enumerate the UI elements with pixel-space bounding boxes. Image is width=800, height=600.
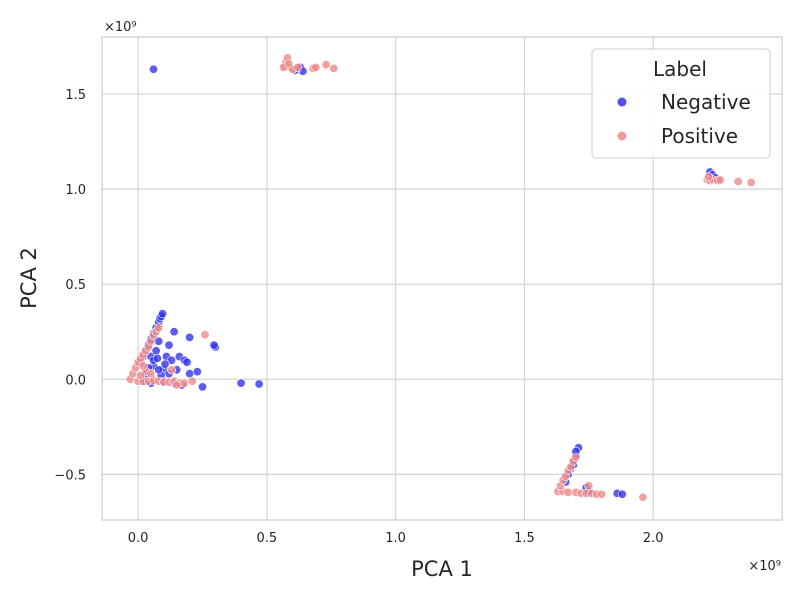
data-point-positive	[321, 60, 331, 70]
data-point-negative	[198, 382, 208, 392]
data-point-negative	[209, 340, 219, 350]
y-tick-label: 0.0	[65, 373, 86, 388]
data-point-negative	[154, 365, 164, 375]
data-point-positive	[179, 378, 189, 388]
legend-label-negative: Negative	[661, 90, 751, 114]
data-point-positive	[597, 489, 607, 499]
y-axis-label: PCA 2	[17, 247, 41, 309]
data-point-positive	[146, 369, 156, 379]
data-point-negative	[192, 367, 202, 377]
data-point-negative	[185, 332, 195, 342]
data-point-negative	[160, 359, 170, 369]
data-point-positive	[154, 323, 164, 333]
legend-title: Label	[653, 57, 707, 81]
data-point-negative	[236, 378, 246, 388]
data-point-negative	[254, 379, 264, 389]
y-tick-label: −0.5	[54, 468, 86, 483]
data-point-positive	[715, 175, 725, 185]
data-point-positive	[200, 330, 210, 340]
x-axis-offset-label: ×10⁹	[748, 559, 781, 574]
x-tick-label: 0.5	[257, 531, 278, 546]
data-point-negative	[149, 64, 159, 74]
data-point-positive	[329, 63, 339, 73]
data-point-negative	[182, 357, 192, 367]
data-points	[125, 53, 756, 502]
data-point-positive	[187, 376, 197, 386]
data-point-positive	[704, 172, 714, 182]
tick-labels: 0.0 0.5 1.0 1.5 2.0 −0.5 0.0 0.5 1.0 1.5	[54, 88, 663, 546]
legend-label-positive: Positive	[661, 124, 738, 148]
data-point-positive	[563, 487, 573, 497]
data-point-negative	[152, 353, 162, 363]
legend: Label Negative Positive	[591, 48, 771, 159]
data-point-positive	[746, 178, 756, 188]
x-tick-label: 1.0	[385, 531, 406, 546]
data-point-negative	[151, 346, 161, 356]
x-tick-label: 1.5	[514, 531, 535, 546]
data-point-positive	[293, 62, 303, 72]
data-point-positive	[311, 62, 321, 72]
data-point-positive	[138, 361, 148, 371]
legend-marker-positive	[617, 131, 627, 141]
x-tick-label: 0.0	[128, 531, 149, 546]
data-point-positive	[638, 492, 648, 502]
data-point-negative	[617, 489, 627, 499]
data-point-negative	[164, 340, 174, 350]
data-point-negative	[158, 309, 168, 319]
y-tick-label: 1.5	[65, 88, 86, 103]
data-point-positive	[284, 59, 294, 69]
data-point-positive	[733, 177, 743, 187]
data-point-positive	[584, 481, 594, 491]
data-point-positive	[571, 452, 581, 462]
y-axis-offset-label: ×10⁹	[104, 20, 137, 35]
data-point-positive	[172, 380, 182, 390]
legend-box	[591, 48, 771, 159]
data-point-negative	[185, 369, 195, 379]
y-tick-label: 0.5	[65, 278, 86, 293]
plot-area	[101, 36, 783, 521]
data-point-positive	[136, 370, 146, 380]
data-point-positive	[167, 365, 177, 375]
x-tick-label: 2.0	[643, 531, 664, 546]
y-tick-label: 1.0	[65, 183, 86, 198]
legend-marker-negative	[617, 97, 627, 107]
data-point-negative	[169, 327, 179, 337]
x-axis-label: PCA 1	[411, 557, 473, 581]
